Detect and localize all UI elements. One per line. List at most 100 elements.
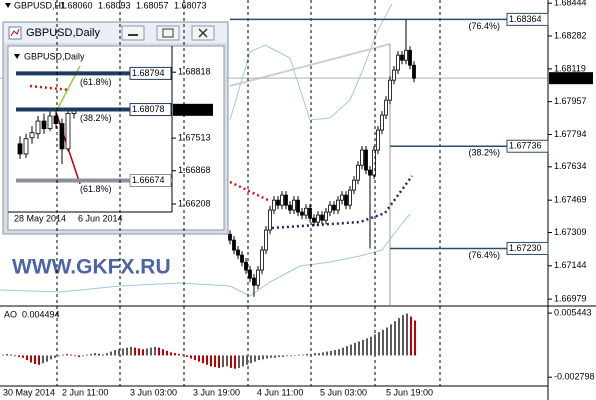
ao-bar xyxy=(118,349,120,356)
ao-value: 0.004494 xyxy=(22,309,60,319)
main-chart xyxy=(0,3,548,305)
y-tick-label: -0.002798 xyxy=(554,372,595,382)
candle-body xyxy=(396,54,400,71)
ao-bar xyxy=(66,353,68,356)
candle-body xyxy=(300,211,304,216)
candle-body xyxy=(228,233,232,241)
ao-bar xyxy=(354,343,356,356)
ao-bar xyxy=(266,355,268,359)
sar-down xyxy=(229,180,269,202)
ao-bar xyxy=(94,353,96,356)
candle-body xyxy=(240,254,244,263)
ao-bar xyxy=(246,355,248,365)
ao-bar xyxy=(182,354,184,356)
candle-body xyxy=(364,149,368,171)
ao-bar xyxy=(170,352,172,356)
ao-bar xyxy=(206,355,208,365)
fib-ratio: (61.8%) xyxy=(80,77,112,87)
inset-header-marker xyxy=(14,54,20,59)
candle-body xyxy=(252,277,256,286)
ao-bar xyxy=(138,348,140,356)
candle-body xyxy=(256,269,260,286)
time-label: 5 Jun 03:00 xyxy=(320,387,367,397)
inset-window[interactable]: GBPUSD,Daily GBPUSD,Daily 1.68818 1.67513… xyxy=(2,21,229,235)
candle-body xyxy=(65,113,71,150)
ao-bar xyxy=(98,353,100,356)
ao-bar xyxy=(410,316,412,356)
ao-bar xyxy=(26,355,28,361)
sar-up xyxy=(271,175,414,230)
ao-bar xyxy=(42,355,44,364)
fib-price: 1.68078 xyxy=(132,104,165,114)
candle-body xyxy=(332,204,336,211)
ao-bar xyxy=(70,354,72,356)
fib-price: 1.67736 xyxy=(509,141,542,151)
ao-bar xyxy=(406,313,408,356)
ao-bar xyxy=(46,355,48,362)
candle-body xyxy=(408,49,412,66)
ao-bar xyxy=(278,355,280,357)
candle-body xyxy=(352,179,356,191)
ao-bar xyxy=(298,354,300,356)
ao-bar xyxy=(306,353,308,356)
ao-bar xyxy=(238,355,240,368)
ao-bar xyxy=(258,355,260,361)
ao-bar xyxy=(110,351,112,356)
candle-body xyxy=(236,249,240,256)
y-tick-label: 1.66868 xyxy=(178,165,211,175)
candle-body xyxy=(344,194,348,206)
candle-body xyxy=(320,214,324,221)
ao-bar xyxy=(390,324,392,356)
ao-bar xyxy=(102,354,104,356)
y-tick-label: 1.67469 xyxy=(554,195,587,205)
restore-glyph xyxy=(162,28,174,38)
candle-body xyxy=(304,207,308,216)
y-tick-label: 1.67309 xyxy=(554,227,587,237)
ao-bar xyxy=(382,329,384,356)
ao-bar xyxy=(58,355,60,357)
fib-price-box xyxy=(506,12,549,26)
ao-bar xyxy=(322,352,324,356)
fib-price-box xyxy=(129,103,172,117)
candle-body xyxy=(47,115,53,130)
candle-body xyxy=(380,114,384,131)
fib-price-box xyxy=(129,173,172,187)
ao-bar xyxy=(282,355,284,357)
ohlc-value: 1.68057 xyxy=(136,0,169,10)
window-icon xyxy=(8,26,22,40)
current-price-box xyxy=(173,103,213,116)
minimize-button[interactable] xyxy=(121,25,145,41)
ao-bar xyxy=(166,350,168,356)
candle-body xyxy=(308,207,312,219)
ao-bar xyxy=(310,353,312,356)
restore-button[interactable] xyxy=(156,25,180,41)
trend-line xyxy=(229,43,391,87)
candle-body xyxy=(328,204,332,213)
fib-ratio: (38.2%) xyxy=(468,148,500,158)
ao-bar xyxy=(162,349,164,356)
candle-body xyxy=(340,194,344,201)
ao-bar xyxy=(62,354,64,356)
ao-bar xyxy=(234,355,236,369)
candle-body xyxy=(384,99,388,116)
ao-bar xyxy=(78,355,80,357)
fib-price: 1.66674 xyxy=(132,175,165,185)
band-lower xyxy=(0,213,411,297)
ohlc-value: 1.68073 xyxy=(174,0,207,10)
candle-body xyxy=(276,199,280,206)
ao-bar xyxy=(402,315,404,356)
close-glyph xyxy=(198,28,208,38)
ao-bar xyxy=(362,339,364,356)
candle-body xyxy=(29,132,35,139)
ao-bar xyxy=(158,347,160,356)
time-label: 3 Jun 03:00 xyxy=(130,387,177,397)
candle-body xyxy=(272,199,276,211)
ao-bar xyxy=(378,332,380,356)
y-tick-label: 1.67513 xyxy=(178,132,211,142)
candle-body xyxy=(264,229,268,251)
candle-body xyxy=(232,239,236,251)
ao-bar xyxy=(50,355,52,360)
ao-bar xyxy=(54,355,56,358)
candle-body xyxy=(360,149,364,166)
ao-bar xyxy=(2,354,4,356)
